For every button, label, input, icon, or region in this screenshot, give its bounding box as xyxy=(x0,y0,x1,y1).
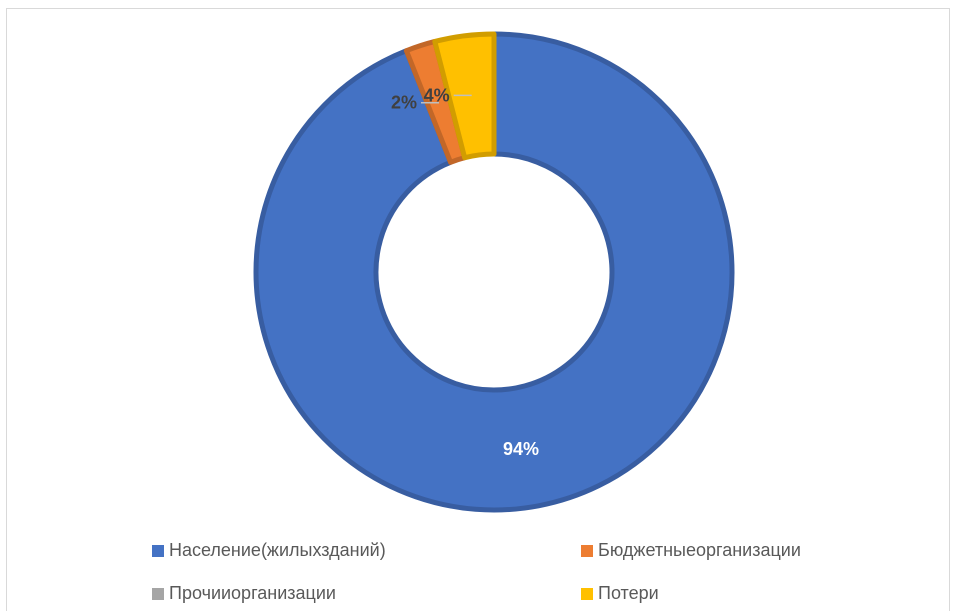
data-label-poteri: 4% xyxy=(424,85,450,105)
slice-naselenie xyxy=(253,31,735,513)
data-label-budget: 2% xyxy=(391,93,417,113)
data-label-naselenie: 94% xyxy=(503,439,539,459)
leader-lines xyxy=(420,94,472,104)
data-labels: 94% 2% 4% xyxy=(391,85,539,459)
donut-slices xyxy=(253,31,735,513)
